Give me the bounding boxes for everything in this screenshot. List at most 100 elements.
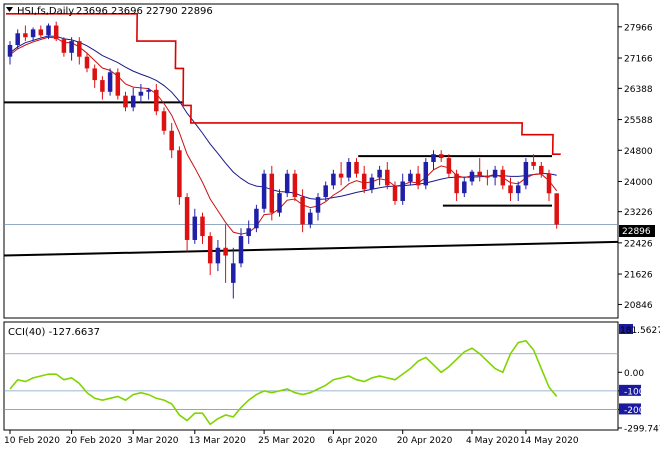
candle-body xyxy=(107,72,113,92)
candle-body xyxy=(15,33,20,45)
price-tick-label: 26388 xyxy=(624,85,653,95)
candle-body xyxy=(169,130,174,151)
candle-body xyxy=(539,165,544,174)
candle-body xyxy=(30,29,36,38)
candle-body xyxy=(385,169,390,186)
cci-level-tag xyxy=(619,403,641,415)
candle-body xyxy=(238,236,244,264)
candle-body xyxy=(192,216,198,240)
candle-body xyxy=(354,161,359,174)
candle-body xyxy=(292,173,298,198)
candle-body xyxy=(523,161,529,186)
candle-body xyxy=(338,173,344,178)
cci-tick-label: -299.7474 xyxy=(624,424,660,434)
candle-body xyxy=(392,185,398,201)
candle-body xyxy=(346,161,352,178)
candle-body xyxy=(315,197,321,213)
candle-body xyxy=(84,56,90,69)
cci-panel-frame xyxy=(3,321,619,431)
candle-body xyxy=(485,175,490,178)
cci-tick-label: -200 xyxy=(624,406,645,416)
candle-body xyxy=(400,181,405,201)
candle-body xyxy=(515,185,521,194)
last-price-tag xyxy=(619,225,655,237)
candle-body xyxy=(462,181,467,194)
candle-body xyxy=(408,173,413,182)
candle-body xyxy=(531,161,536,166)
candle-body xyxy=(92,68,97,81)
candle-body xyxy=(300,197,305,225)
price-tick-label: 21626 xyxy=(624,271,653,281)
candle-body xyxy=(231,263,236,283)
candle-body xyxy=(477,171,482,176)
candle-body xyxy=(7,44,13,57)
candle-body xyxy=(53,25,59,40)
cci-level-tag xyxy=(619,384,641,396)
candle-body xyxy=(161,111,167,131)
candle-body xyxy=(200,216,205,237)
candle-body xyxy=(123,95,128,108)
price-tick-label: 24000 xyxy=(624,178,653,188)
x-tick-label: 4 May 2020 xyxy=(466,436,519,446)
candle-body xyxy=(261,173,267,209)
x-tick-label: 20 Feb 2020 xyxy=(66,436,122,446)
price-tick-label: 22426 xyxy=(624,239,653,249)
price-tick-label: 23226 xyxy=(624,208,653,218)
cci-label: CCI(40) -127.6637 xyxy=(8,327,100,338)
candle-body xyxy=(177,150,182,198)
cci-tick-label: 0.00 xyxy=(624,369,644,379)
candle-body xyxy=(254,208,259,229)
x-tick-label: 6 Apr 2020 xyxy=(327,436,377,446)
symbol-header: HSI,fs,Daily xyxy=(17,6,74,17)
x-tick-label: 20 Apr 2020 xyxy=(397,436,453,446)
candle-body xyxy=(492,169,498,178)
candle-body xyxy=(46,25,51,36)
candle-body xyxy=(277,193,282,213)
last-price-label: 22896 xyxy=(622,227,651,237)
price-tick-label: 24800 xyxy=(624,147,653,157)
price-tick-label: 27966 xyxy=(624,23,653,33)
candle-body xyxy=(361,173,367,190)
price-tick-label: 20846 xyxy=(624,301,653,311)
candle-body xyxy=(438,154,444,159)
axis-layer: 27966 27166 26388 25588 24800 24000 23226 22426… xyxy=(4,23,660,446)
x-tick-label: 3 Mar 2020 xyxy=(127,436,179,446)
candle-body xyxy=(61,39,67,53)
candle-body xyxy=(323,185,328,198)
candle-body xyxy=(115,72,121,96)
candle-body xyxy=(23,33,28,38)
series-line-2 xyxy=(6,12,561,155)
trend-line xyxy=(3,240,619,257)
candle-body xyxy=(331,173,336,186)
candle-body xyxy=(423,161,429,186)
collapse-triangle-icon[interactable] xyxy=(6,7,13,12)
candle-body xyxy=(377,169,382,178)
candle-body xyxy=(215,247,221,264)
candle-body xyxy=(431,154,436,162)
cci-tick-label: -100 xyxy=(624,387,645,397)
x-tick-label: 25 Mar 2020 xyxy=(258,436,315,446)
candle-body xyxy=(154,89,159,112)
candle-body xyxy=(308,212,313,225)
x-tick-label: 13 Mar 2020 xyxy=(189,436,246,446)
candle-body xyxy=(446,158,452,174)
candle-body xyxy=(546,173,552,194)
candle-body xyxy=(207,236,213,264)
cci-top-label: 181.5627 xyxy=(620,326,660,336)
candle-body xyxy=(130,95,136,108)
price-panel-frame xyxy=(3,3,619,319)
price-tick-label: 27166 xyxy=(624,55,653,65)
x-tick-label: 14 May 2020 xyxy=(520,436,579,446)
candle-body xyxy=(246,228,251,237)
price-tick-label: 25588 xyxy=(624,116,653,126)
candle-body xyxy=(69,41,74,53)
candle-body xyxy=(500,169,506,186)
candle-body xyxy=(469,171,475,182)
candle-body xyxy=(369,177,375,190)
candle-body xyxy=(223,247,228,256)
candle-body xyxy=(284,173,290,194)
x-tick-label: 10 Feb 2020 xyxy=(4,436,60,446)
candle-body xyxy=(38,29,44,36)
ohlc-header: 23696 23696 22790 22896 xyxy=(76,6,213,17)
